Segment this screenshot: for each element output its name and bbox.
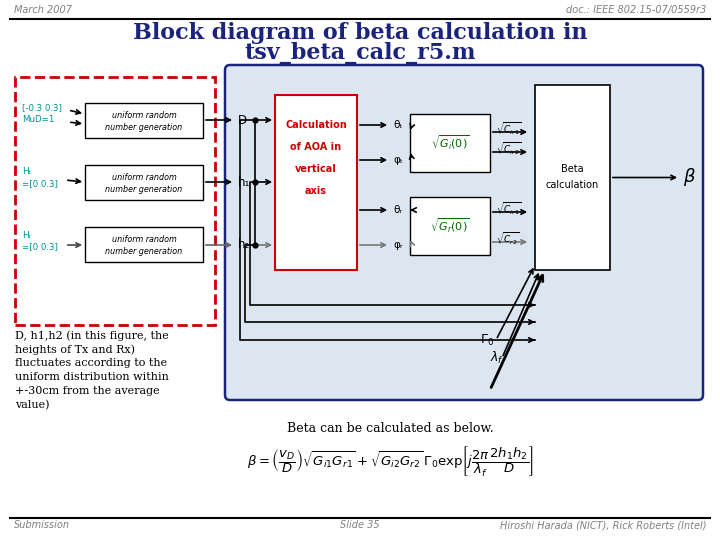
Text: doc.: IEEE 802.15-07/0559r3: doc.: IEEE 802.15-07/0559r3 bbox=[566, 5, 706, 15]
Text: number generation: number generation bbox=[105, 123, 183, 132]
Text: $\sqrt{C_{r2}}$: $\sqrt{C_{r2}}$ bbox=[496, 231, 520, 247]
Text: $\sqrt{G_r(0)}$: $\sqrt{G_r(0)}$ bbox=[430, 217, 470, 235]
Text: $\sqrt{C_{ir1}}$: $\sqrt{C_{ir1}}$ bbox=[496, 201, 521, 217]
Bar bbox=[85, 103, 203, 138]
Text: heights of Tx and Rx): heights of Tx and Rx) bbox=[15, 344, 135, 355]
Bar bbox=[15, 77, 215, 325]
Text: number generation: number generation bbox=[105, 185, 183, 194]
Text: vertical: vertical bbox=[295, 164, 337, 174]
Text: calculation: calculation bbox=[546, 180, 599, 191]
Text: Submission: Submission bbox=[14, 520, 70, 530]
Text: MuD=1: MuD=1 bbox=[22, 116, 55, 125]
Text: value): value) bbox=[15, 400, 50, 410]
Text: Hᵣ: Hᵣ bbox=[22, 231, 31, 240]
Text: $\beta = \left(\dfrac{v_D}{D}\right)\sqrt{G_{i1}G_{r1}} + \sqrt{G_{i2}G_{r2}}\,\: $\beta = \left(\dfrac{v_D}{D}\right)\sqr… bbox=[246, 444, 534, 478]
Text: θₜ: θₜ bbox=[393, 120, 402, 130]
Text: $\sqrt{C_{ir1}}$: $\sqrt{C_{ir1}}$ bbox=[496, 121, 521, 137]
Text: =[0 0.3]: =[0 0.3] bbox=[22, 242, 58, 252]
Text: tsv_beta_calc_r5.m: tsv_beta_calc_r5.m bbox=[244, 42, 476, 64]
Text: of AOA in: of AOA in bbox=[290, 142, 341, 152]
Text: uniform random: uniform random bbox=[112, 235, 176, 244]
Text: axis: axis bbox=[305, 186, 327, 196]
Bar bbox=[275, 95, 357, 270]
Text: $\sqrt{C_{ir2}}$: $\sqrt{C_{ir2}}$ bbox=[496, 141, 521, 157]
Text: Hiroshi Harada (NICT), Rick Roberts (Intel): Hiroshi Harada (NICT), Rick Roberts (Int… bbox=[500, 520, 706, 530]
Bar bbox=[410, 197, 490, 255]
Bar bbox=[410, 114, 490, 172]
Text: h₁: h₁ bbox=[238, 176, 251, 188]
Bar bbox=[85, 227, 203, 262]
Text: Beta can be calculated as below.: Beta can be calculated as below. bbox=[287, 422, 493, 435]
Text: $\beta$: $\beta$ bbox=[683, 166, 696, 188]
FancyBboxPatch shape bbox=[225, 65, 703, 400]
Text: D, h1,h2 (in this figure, the: D, h1,h2 (in this figure, the bbox=[15, 330, 168, 341]
Text: Calculation: Calculation bbox=[285, 120, 347, 130]
Text: θᵣ: θᵣ bbox=[393, 205, 402, 215]
Text: $\sqrt{G_i(0)}$: $\sqrt{G_i(0)}$ bbox=[431, 134, 469, 152]
Text: fluctuates according to the: fluctuates according to the bbox=[15, 358, 167, 368]
Text: h₂: h₂ bbox=[238, 239, 251, 252]
Text: φₜ: φₜ bbox=[393, 155, 403, 165]
Bar bbox=[535, 85, 610, 270]
Text: =[0 0.3]: =[0 0.3] bbox=[22, 179, 58, 188]
Text: φᵣ: φᵣ bbox=[393, 240, 402, 250]
Text: March 2007: March 2007 bbox=[14, 5, 72, 15]
Text: Block diagram of beta calculation in: Block diagram of beta calculation in bbox=[132, 22, 588, 44]
Bar bbox=[85, 165, 203, 200]
Text: +-30cm from the average: +-30cm from the average bbox=[15, 386, 160, 396]
Text: [-0.3 0.3]: [-0.3 0.3] bbox=[22, 104, 62, 112]
Text: uniform random: uniform random bbox=[112, 173, 176, 182]
Text: D: D bbox=[238, 113, 247, 126]
Text: Hₜ: Hₜ bbox=[22, 167, 32, 177]
Text: number generation: number generation bbox=[105, 247, 183, 256]
Text: $\lambda_f$: $\lambda_f$ bbox=[490, 350, 504, 366]
Text: $\Gamma_0$: $\Gamma_0$ bbox=[480, 333, 494, 348]
Text: Beta: Beta bbox=[561, 165, 584, 174]
Text: Slide 35: Slide 35 bbox=[340, 520, 380, 530]
Text: uniform distribution within: uniform distribution within bbox=[15, 372, 169, 382]
Text: uniform random: uniform random bbox=[112, 111, 176, 120]
